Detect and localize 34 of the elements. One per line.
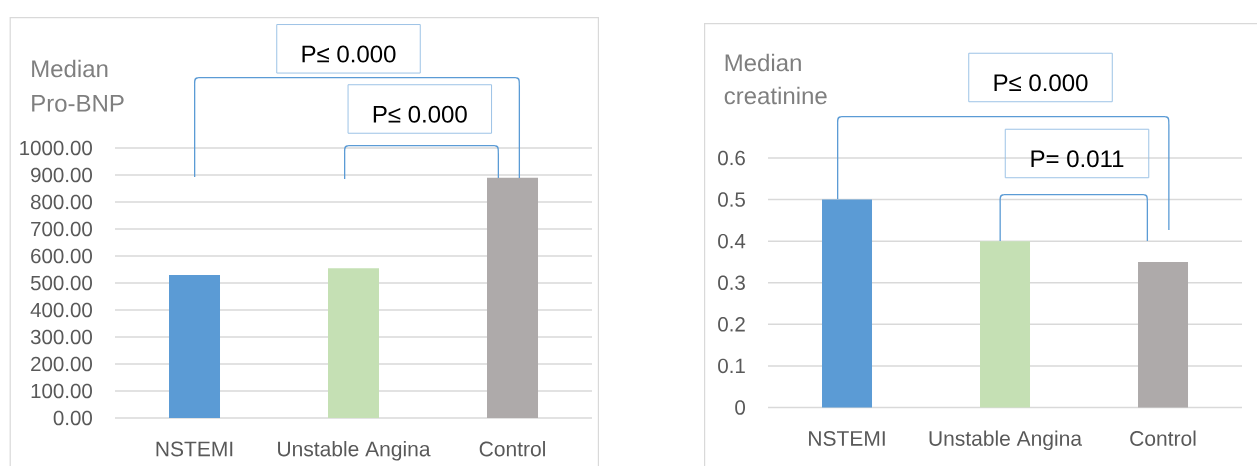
y-tick-label: 600.00 bbox=[31, 248, 92, 264]
bar bbox=[328, 268, 379, 418]
x-tick-label: NSTEMI bbox=[809, 431, 885, 446]
bar bbox=[487, 177, 539, 418]
text: P≤ 0.000 bbox=[994, 74, 1088, 92]
annotation: P= 0.011 bbox=[1031, 150, 1124, 168]
y-tick-label: 0 bbox=[735, 400, 745, 415]
y-tick-label: 500.00 bbox=[30, 275, 92, 291]
y-tick-label: 1000.00 bbox=[20, 140, 92, 156]
y-tick-label: 800.00 bbox=[30, 194, 92, 210]
y-tick-label: 0.3 bbox=[718, 275, 745, 291]
text: P≤ 0.000 bbox=[302, 45, 396, 63]
x-tick-label: Unstable Angina bbox=[929, 430, 1083, 451]
y-tick-label: 300.00 bbox=[30, 329, 92, 345]
y-axis-title: Median creatinine bbox=[724, 53, 827, 105]
y-tick-label: 0.00 bbox=[53, 410, 92, 426]
bar bbox=[169, 274, 220, 418]
x-tick-label: Unstable Angina bbox=[278, 440, 431, 461]
y-tick-label: 400.00 bbox=[30, 302, 92, 318]
x-tick-label: Control bbox=[479, 440, 545, 457]
y-tick-label: 0.4 bbox=[718, 233, 746, 249]
y-tick-label: 200.00 bbox=[31, 356, 92, 372]
y-tick-label: 700.00 bbox=[31, 221, 92, 237]
y-tick-label: 0.6 bbox=[718, 150, 745, 166]
y-tick-label: 0.1 bbox=[718, 358, 745, 374]
y-tick-label: 100.00 bbox=[31, 383, 92, 399]
y-tick-label: 0.5 bbox=[718, 192, 745, 207]
y-tick-label: 0.2 bbox=[718, 317, 745, 332]
x-tick-label: Control bbox=[1130, 430, 1196, 446]
bar bbox=[1138, 261, 1189, 408]
y-axis-title: Median Pro-BNP bbox=[32, 59, 124, 112]
y-tick-label: 900.00 bbox=[31, 167, 92, 183]
text: P≤ 0.000 bbox=[373, 105, 467, 123]
x-tick-label: NSTEMI bbox=[156, 441, 233, 457]
